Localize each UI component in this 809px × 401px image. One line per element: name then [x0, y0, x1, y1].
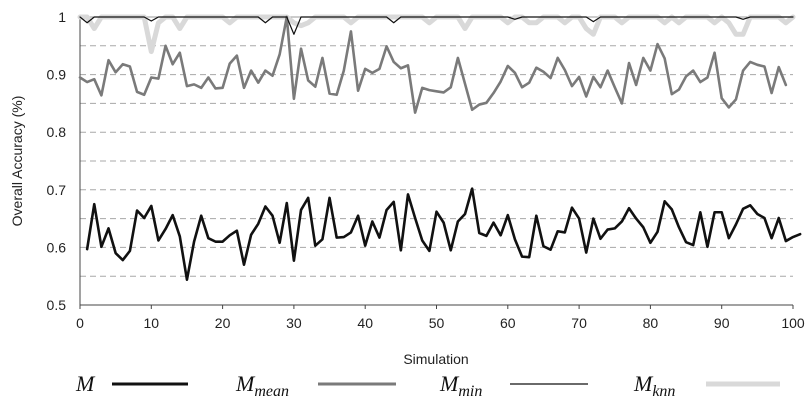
series-line-mknn	[77, 14, 796, 55]
legend-label-mmin: Mmin	[439, 371, 482, 400]
grid-lines	[80, 16, 793, 277]
y-tick-label: 1	[58, 9, 66, 25]
y-tick-label: 0.8	[47, 124, 67, 140]
x-tick-label: 80	[643, 315, 659, 331]
x-tick-label: 90	[714, 315, 730, 331]
x-tick-labels: 0 10 20 30 40 50 60 70 80 90 100	[76, 305, 805, 331]
series-line-mmin	[79, 16, 794, 35]
legend-entry-mmean: Mmean	[235, 371, 396, 400]
y-tick-label: 0.7	[47, 182, 67, 198]
x-tick-label: 40	[357, 315, 373, 331]
x-tick-label: 70	[571, 315, 587, 331]
y-tick-label: 0.6	[47, 239, 67, 255]
legend-entry-mknn: Mknn	[633, 371, 780, 400]
x-tick-label: 20	[215, 315, 231, 331]
x-tick-label: 50	[429, 315, 445, 331]
series-lines	[77, 14, 802, 281]
y-tick-labels: 0.5 0.6 0.7 0.8 0.9 1	[47, 9, 67, 313]
legend-label-mmean: Mmean	[235, 371, 289, 400]
legend-label-m: M	[75, 371, 96, 396]
axes	[79, 17, 793, 306]
x-tick-label: 30	[286, 315, 302, 331]
x-tick-label: 60	[500, 315, 516, 331]
series-line-mmean	[78, 15, 788, 114]
y-tick-label: 0.5	[47, 297, 67, 313]
y-axis-title: Overall Accuracy (%)	[9, 96, 25, 227]
legend-entry-m: M	[75, 371, 188, 396]
series-line-m	[85, 187, 802, 281]
x-tick-label: 100	[781, 315, 805, 331]
x-tick-label: 0	[76, 315, 84, 331]
x-axis-title: Simulation	[403, 351, 468, 367]
x-tick-label: 10	[144, 315, 160, 331]
legend-entry-mmin: Mmin	[439, 371, 588, 400]
legend: M Mmean Mmin Mknn	[75, 371, 780, 400]
y-tick-label: 0.9	[47, 67, 67, 83]
legend-label-mknn: Mknn	[633, 371, 675, 400]
